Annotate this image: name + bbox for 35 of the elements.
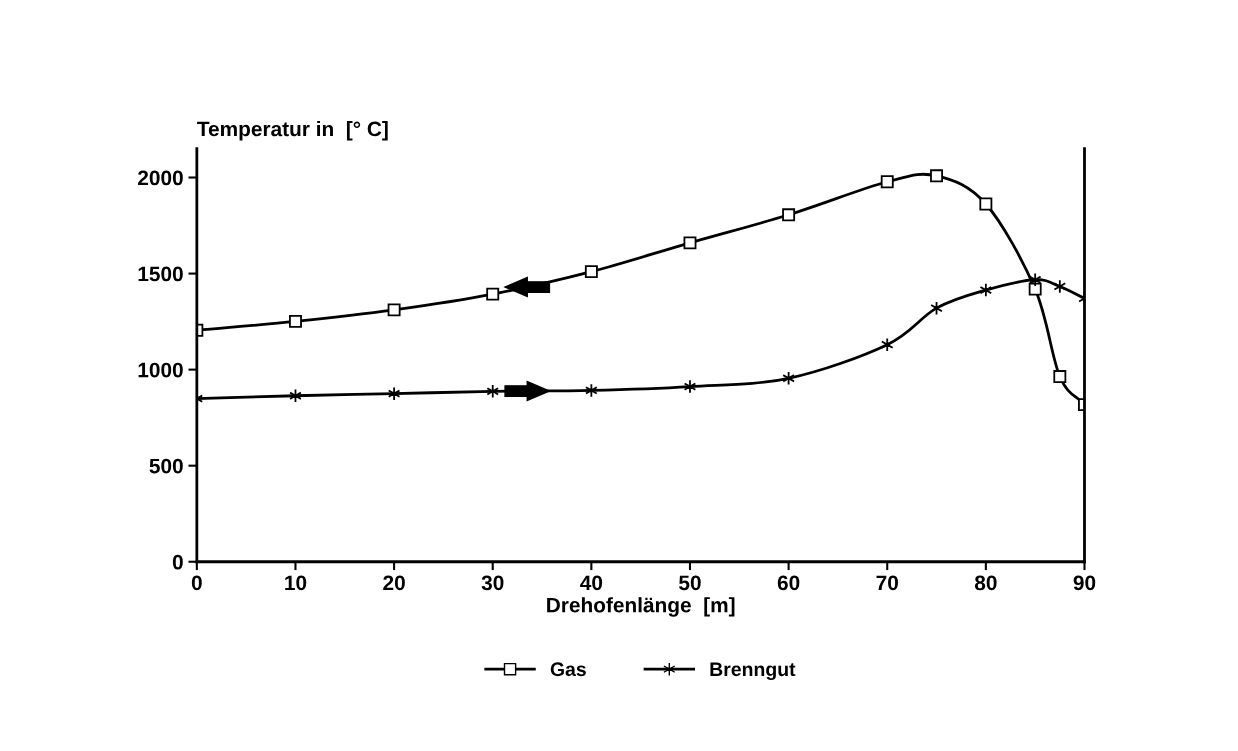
y-tick-label: 500	[149, 458, 183, 474]
x-tick-label: 60	[777, 575, 800, 591]
point	[387, 303, 401, 317]
point	[880, 175, 894, 189]
legend-label: Gas	[550, 662, 586, 677]
point	[1053, 370, 1067, 384]
point	[584, 265, 598, 279]
point	[979, 197, 993, 211]
x-tick-label: 30	[481, 575, 504, 591]
y-tick-label: 1500	[138, 266, 183, 282]
y-tick-label: 2000	[138, 170, 183, 186]
x-tick-label: 10	[285, 575, 307, 591]
x-tick-label: 70	[876, 575, 898, 591]
x-tick-label: 50	[679, 575, 701, 591]
point	[486, 384, 500, 399]
y-tick-label: 1000	[138, 362, 183, 378]
x-tick-label: 20	[383, 575, 405, 591]
point	[930, 169, 944, 183]
point	[782, 371, 795, 386]
point	[1028, 272, 1042, 287]
point	[782, 208, 796, 222]
point	[880, 337, 894, 352]
point	[1053, 279, 1067, 294]
y-tick-label: 0	[172, 554, 183, 570]
legend-label: Brenngut	[710, 662, 796, 681]
point	[683, 236, 697, 250]
x-tick-label: 40	[580, 575, 603, 591]
y-axis-title: Temperatur in [° C]	[197, 121, 388, 141]
point	[486, 287, 500, 301]
point	[1028, 282, 1042, 296]
x-tick-label: 0	[191, 575, 202, 591]
x-tick-label: 80	[974, 575, 997, 591]
x-tick-label: 90	[1073, 575, 1096, 591]
point	[289, 314, 302, 328]
x-axis-title: Drehofenlänge [m]	[547, 597, 735, 617]
